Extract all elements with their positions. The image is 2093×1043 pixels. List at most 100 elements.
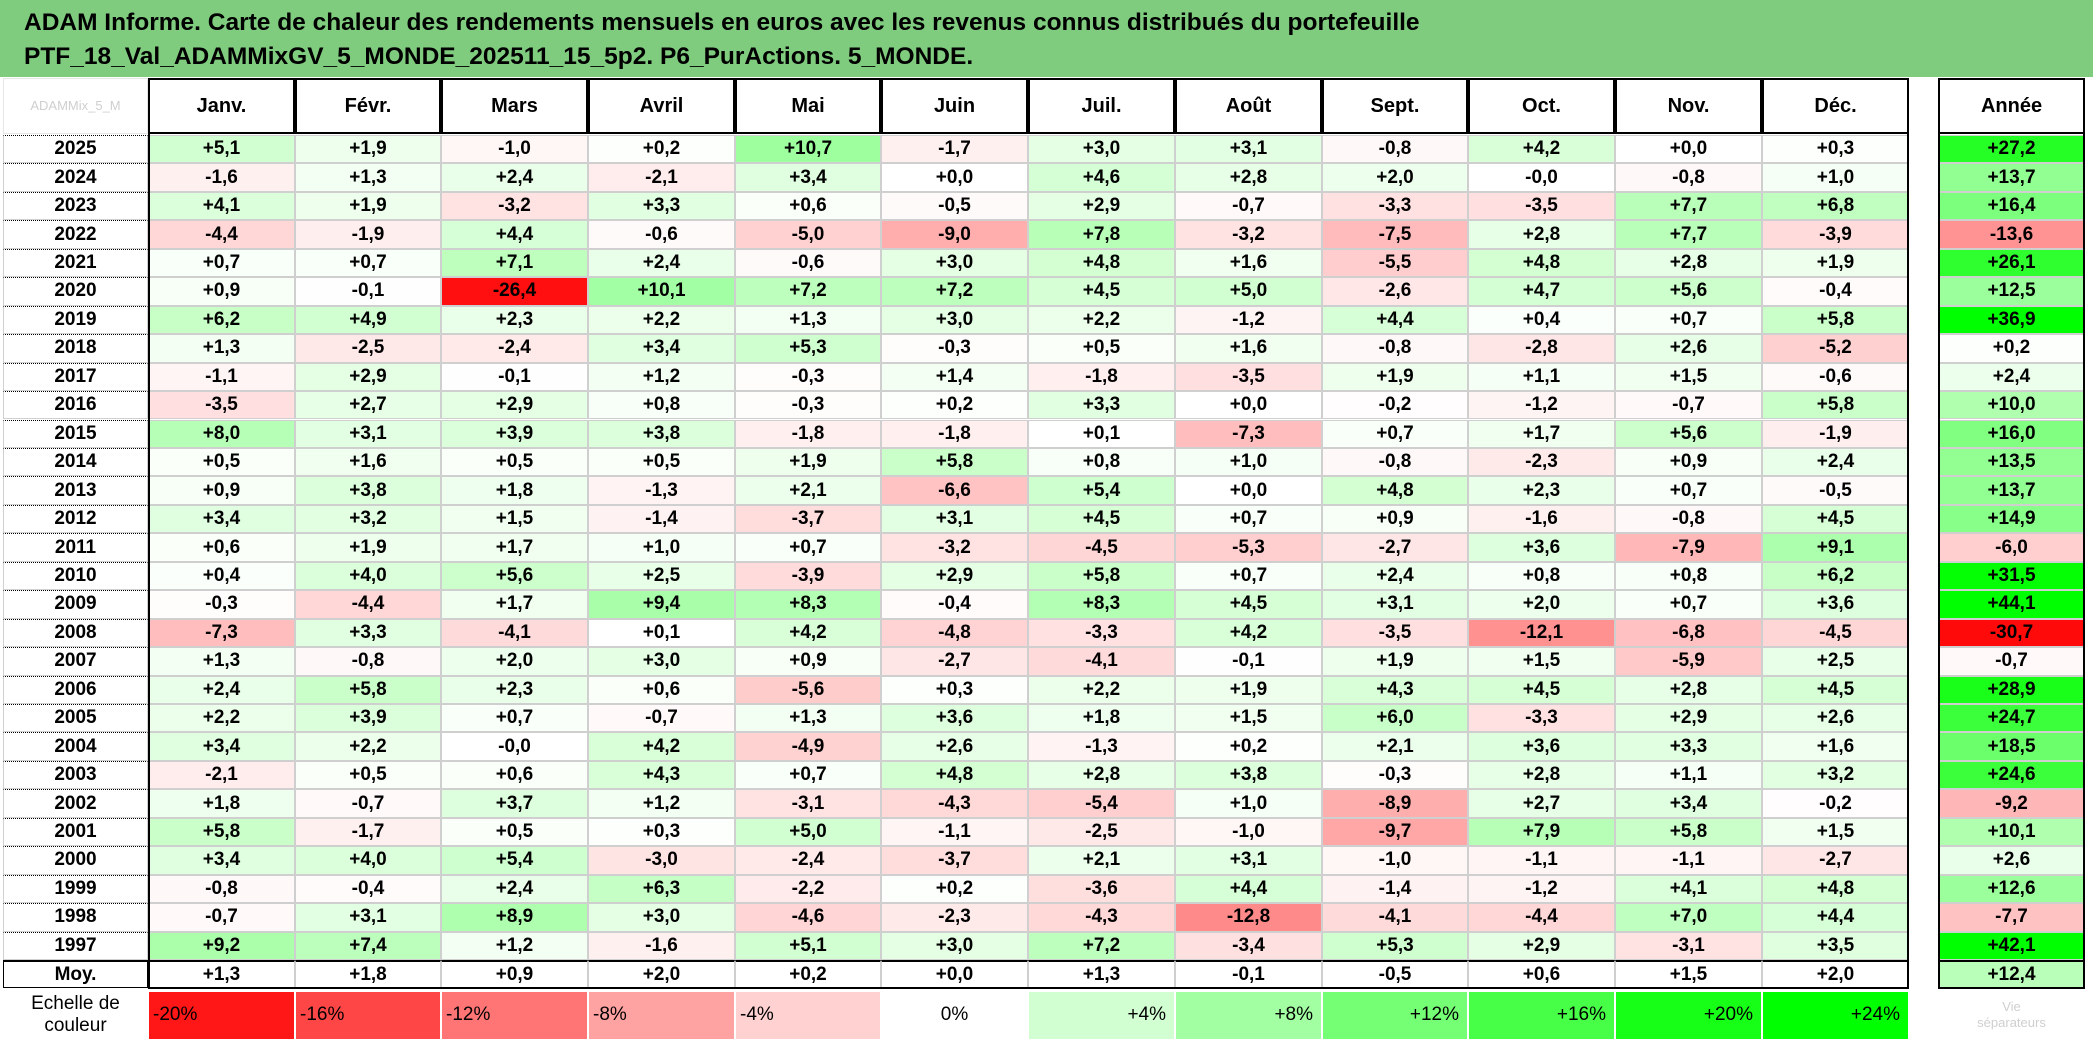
- heatmap-cell: +2,4: [588, 248, 735, 278]
- heatmap-cell: +5,8: [1615, 817, 1762, 847]
- heatmap-cell: +2,2: [148, 704, 295, 733]
- heatmap-cell: +0,7: [148, 248, 295, 278]
- heatmap-cell: +8,9: [441, 903, 588, 932]
- faded-note-line-1: Vie: [2002, 999, 2021, 1015]
- heatmap-cell: +1,1: [1468, 362, 1615, 392]
- heatmap-cell: +9,2: [148, 931, 295, 961]
- heatmap-cell: -5,4: [1028, 789, 1175, 818]
- heatmap-cell: +3,8: [1175, 760, 1322, 790]
- heatmap-cell: +2,8: [1615, 675, 1762, 704]
- heatmap-cell: +0,2: [1175, 732, 1322, 761]
- heatmap-cell: +6,3: [588, 874, 735, 904]
- heatmap-cell: +4,8: [881, 760, 1028, 790]
- annual-cell: +24,7: [1938, 704, 2085, 733]
- heatmap-cell: +2,5: [588, 561, 735, 591]
- heatmap-cell: +1,3: [148, 647, 295, 676]
- heatmap-cell: -2,1: [588, 163, 735, 192]
- heatmap-cell: +2,0: [441, 647, 588, 676]
- heatmap-cell: +0,7: [1322, 419, 1468, 448]
- annual-cell: -0,7: [1938, 647, 2085, 676]
- heatmap-cell: -5,5: [1322, 248, 1468, 278]
- heatmap-cell: +4,2: [588, 732, 735, 761]
- heatmap-cell: +9,1: [1762, 533, 1909, 562]
- heatmap-cell: -3,6: [1028, 874, 1175, 904]
- heatmap-cell: -0,7: [295, 789, 441, 818]
- heatmap-cell: +9,4: [588, 590, 735, 619]
- heatmap-cell: +7,4: [295, 931, 441, 961]
- average-cell: +0,0: [881, 960, 1028, 989]
- heatmap-cell: -4,5: [1028, 533, 1175, 562]
- heatmap-cell: +7,8: [1028, 220, 1175, 249]
- heatmap-cell: +3,4: [588, 334, 735, 363]
- heatmap-cell: +0,2: [881, 874, 1028, 904]
- average-cell: +0,9: [441, 960, 588, 989]
- heatmap-cell: +2,9: [881, 561, 1028, 591]
- heatmap-cell: -7,3: [148, 618, 295, 648]
- year-label: 2011: [3, 533, 148, 562]
- heatmap-cell: +1,3: [295, 163, 441, 192]
- average-cell: +1,3: [1028, 960, 1175, 989]
- scale-swatch: +4%: [1028, 990, 1175, 1040]
- heatmap-cell: +8,0: [148, 419, 295, 448]
- heatmap-cell: -0,1: [441, 362, 588, 392]
- heatmap-cell: -5,2: [1762, 334, 1909, 363]
- heatmap-cell: +4,8: [1762, 874, 1909, 904]
- scale-label: Echelle de couleur: [3, 990, 148, 1040]
- year-label: 1999: [3, 874, 148, 904]
- scale-swatch: +12%: [1322, 990, 1468, 1040]
- month-header: Oct.: [1468, 78, 1615, 134]
- heatmap-cell: +2,2: [588, 305, 735, 335]
- heatmap-cell: -1,0: [1322, 846, 1468, 875]
- faded-note-line-2: séparateurs: [1977, 1015, 2046, 1031]
- month-header: Avril: [588, 78, 735, 134]
- heatmap-cell: +0,7: [735, 760, 881, 790]
- average-cell: +2,0: [1762, 960, 1909, 989]
- heatmap-cell: +10,1: [588, 277, 735, 306]
- heatmap-cell: +1,3: [735, 305, 881, 335]
- heatmap-cell: +1,6: [1175, 334, 1322, 363]
- heatmap-cell: -0,2: [1762, 789, 1909, 818]
- heatmap-cell: -1,9: [295, 220, 441, 249]
- annual-cell: +0,2: [1938, 334, 2085, 363]
- heatmap-cell: -5,9: [1615, 647, 1762, 676]
- scale-faded-note: Vie séparateurs: [1938, 990, 2085, 1040]
- heatmap-cell: -3,5: [148, 391, 295, 420]
- heatmap-cell: +1,0: [1762, 163, 1909, 192]
- heatmap-cell: -0,2: [1322, 391, 1468, 420]
- annual-cell: +24,6: [1938, 760, 2085, 790]
- month-header: Juil.: [1028, 78, 1175, 134]
- heatmap-cell: +4,8: [1468, 248, 1615, 278]
- heatmap-cell: +2,5: [1762, 647, 1909, 676]
- heatmap-cell: -0,3: [735, 362, 881, 392]
- heatmap-cell: -1,1: [881, 817, 1028, 847]
- month-header: Févr.: [295, 78, 441, 134]
- year-label: 2018: [3, 334, 148, 363]
- title-line-1: ADAM Informe. Carte de chaleur des rende…: [24, 9, 1420, 36]
- heatmap-cell: -0,7: [1615, 391, 1762, 420]
- year-label: 2017: [3, 362, 148, 392]
- annual-cell: +14,9: [1938, 504, 2085, 534]
- heatmap-cell: +2,2: [295, 732, 441, 761]
- year-label: 2001: [3, 817, 148, 847]
- heatmap-cell: +4,4: [441, 220, 588, 249]
- year-label: 1997: [3, 931, 148, 961]
- heatmap-cell: -26,4: [441, 277, 588, 306]
- heatmap-cell: +2,9: [1028, 191, 1175, 221]
- heatmap-cell: +2,4: [441, 874, 588, 904]
- annual-cell: +27,2: [1938, 135, 2085, 164]
- month-header: Août: [1175, 78, 1322, 134]
- heatmap-cell: +0,0: [1175, 391, 1322, 420]
- heatmap-cell: +3,1: [295, 903, 441, 932]
- heatmap-cell: +3,6: [1468, 533, 1615, 562]
- heatmap-cell: +0,0: [1615, 135, 1762, 164]
- scale-label-line-2: couleur: [44, 1015, 107, 1037]
- heatmap-cell: +0,9: [1615, 447, 1762, 477]
- annual-cell: +10,1: [1938, 817, 2085, 847]
- annual-cell: -6,0: [1938, 533, 2085, 562]
- heatmap-cell: -1,1: [1468, 846, 1615, 875]
- heatmap-cell: +1,7: [441, 590, 588, 619]
- heatmap-cell: +2,8: [1175, 163, 1322, 192]
- heatmap-cell: +1,9: [1322, 362, 1468, 392]
- annual-cell: +12,5: [1938, 277, 2085, 306]
- month-header: Mars: [441, 78, 588, 134]
